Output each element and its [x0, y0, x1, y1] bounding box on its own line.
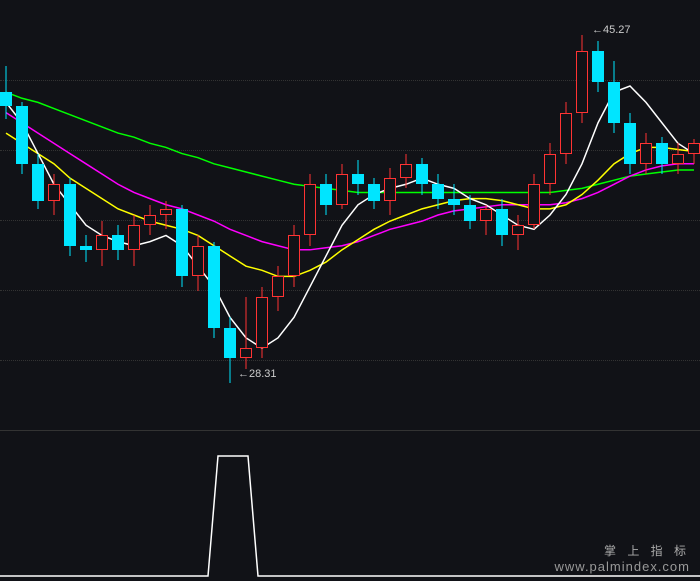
candle [656, 137, 668, 174]
candle [368, 178, 380, 209]
candle [336, 164, 348, 209]
candle [592, 41, 604, 92]
candle [384, 168, 396, 215]
candle [576, 35, 588, 122]
candle [176, 205, 188, 287]
candle [400, 154, 412, 189]
candle [256, 287, 268, 359]
candle [464, 195, 476, 230]
candle [112, 225, 124, 260]
candle [0, 66, 12, 119]
candle [128, 215, 140, 266]
candle [80, 235, 92, 262]
candle [688, 139, 700, 164]
watermark-url: www.palmindex.com [555, 559, 691, 574]
ma-line [6, 133, 694, 276]
candle [192, 235, 204, 290]
candle [320, 174, 332, 215]
candle [528, 174, 540, 229]
low-annotation: ←28.31 [238, 368, 277, 380]
watermark-title: 掌 上 指 标 [555, 542, 691, 559]
low-value: 28.31 [249, 368, 277, 380]
candle [560, 102, 572, 163]
candle [96, 221, 108, 266]
candle [32, 154, 44, 209]
candle [272, 266, 284, 311]
candle [48, 174, 60, 215]
candle [16, 102, 28, 174]
arrow-left-icon: ← [592, 24, 603, 36]
high-annotation: ←45.27 [592, 24, 631, 36]
candle [608, 61, 620, 133]
candle [496, 199, 508, 246]
candle [144, 205, 156, 236]
candle [160, 201, 172, 230]
candle [448, 184, 460, 215]
candle [208, 242, 220, 338]
watermark: 掌 上 指 标 www.palmindex.com [555, 542, 691, 574]
candle [544, 143, 556, 194]
candle [224, 317, 236, 382]
high-value: 45.27 [603, 24, 631, 36]
arrow-left-icon: ← [238, 368, 249, 380]
ma-line [6, 86, 694, 348]
candle [240, 297, 252, 369]
candle [432, 174, 444, 209]
candle [304, 174, 316, 246]
candle [640, 133, 652, 174]
ma-line [6, 113, 694, 250]
candle [624, 113, 636, 174]
main-chart-panel: ←45.27 ←28.31 [0, 0, 700, 430]
candle [672, 143, 684, 174]
candle [352, 160, 364, 195]
candle [64, 178, 76, 256]
candle [288, 225, 300, 286]
chart-container: ←45.27 ←28.31 掌 上 指 标 www.palmindex.com [0, 0, 700, 580]
indicator-panel: 掌 上 指 标 www.palmindex.com [0, 430, 700, 580]
candle [416, 158, 428, 195]
candle [512, 215, 524, 250]
candle [480, 205, 492, 236]
